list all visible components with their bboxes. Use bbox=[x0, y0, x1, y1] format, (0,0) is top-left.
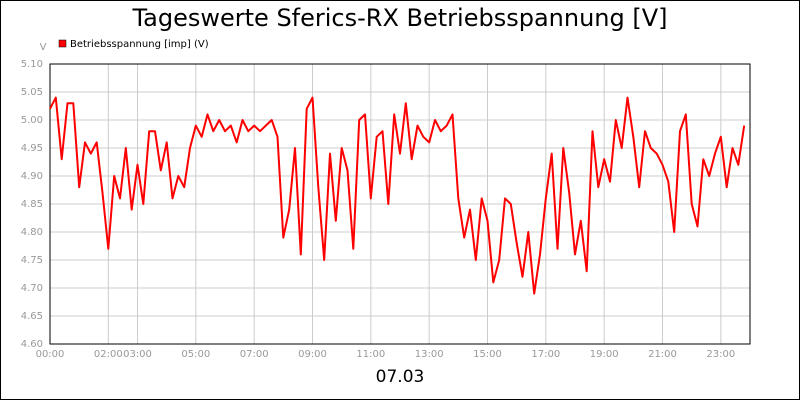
x-tick-label: 03:00 bbox=[123, 349, 152, 360]
y-tick-label: 4.75 bbox=[21, 255, 43, 266]
x-tick-label: 09:00 bbox=[298, 349, 327, 360]
y-tick-label: 4.90 bbox=[21, 171, 43, 182]
x-tick-label: 23:00 bbox=[706, 349, 735, 360]
x-tick-label: 07:00 bbox=[240, 349, 269, 360]
y-tick-label: 4.70 bbox=[21, 283, 43, 294]
series-line bbox=[49, 96, 746, 295]
x-tick-label: 00:00 bbox=[36, 349, 65, 360]
y-tick-label: 5.10 bbox=[21, 59, 43, 70]
x-tick-label: 13:00 bbox=[415, 349, 444, 360]
y-tick-label: 5.00 bbox=[21, 115, 43, 126]
x-tick-label: 15:00 bbox=[473, 349, 502, 360]
y-tick-label: 4.80 bbox=[21, 227, 43, 238]
x-tick-label: 11:00 bbox=[356, 349, 385, 360]
x-tick-label: 17:00 bbox=[531, 349, 560, 360]
x-tick-label: 21:00 bbox=[648, 349, 677, 360]
x-tick-label: 19:00 bbox=[590, 349, 619, 360]
y-axis-label: V bbox=[40, 42, 47, 53]
legend: Betriebsspannung [imp] (V) bbox=[58, 39, 209, 50]
y-tick-label: 5.05 bbox=[21, 87, 43, 98]
y-tick-label: 4.60 bbox=[21, 339, 43, 350]
y-tick-label: 4.95 bbox=[21, 143, 43, 154]
plot-border bbox=[49, 63, 751, 345]
x-axis-label: 07.03 bbox=[376, 367, 425, 387]
chart-title: Tageswerte Sferics-RX Betriebsspannung [… bbox=[131, 4, 667, 32]
legend-swatch bbox=[58, 39, 67, 48]
y-tick-label: 4.65 bbox=[21, 311, 43, 322]
x-tick-label: 02:00 bbox=[94, 349, 123, 360]
x-tick-label: 05:00 bbox=[181, 349, 210, 360]
legend-label: Betriebsspannung [imp] (V) bbox=[70, 39, 209, 50]
y-tick-label: 4.85 bbox=[21, 199, 43, 210]
